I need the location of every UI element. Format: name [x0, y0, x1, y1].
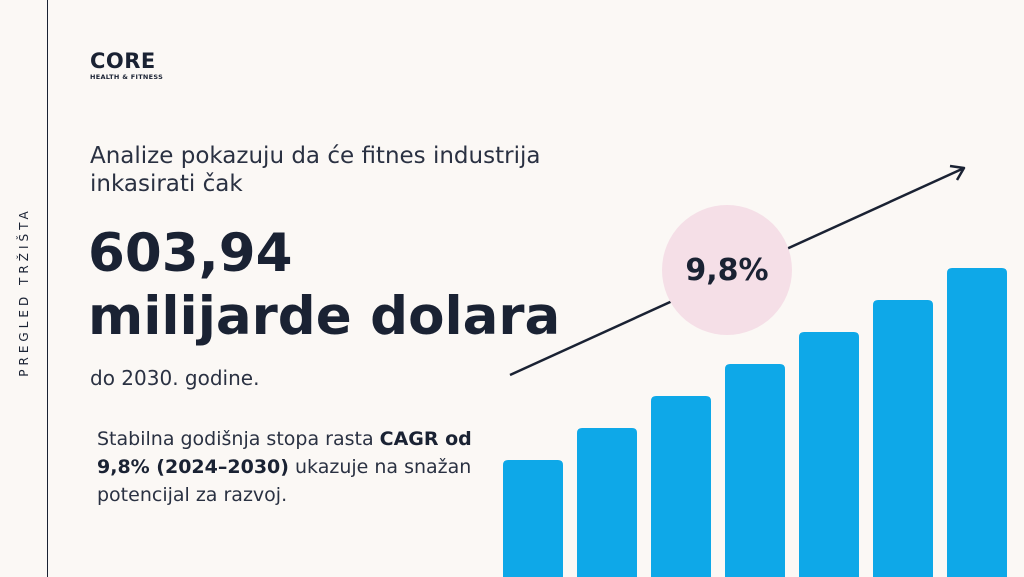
chart-bars: [503, 268, 1007, 577]
headline: 603,94 milijarde dolara: [88, 222, 628, 348]
sidebar-divider: [47, 0, 48, 577]
cagr-description-post: ukazuje na snažan potencijal za razvoj.: [97, 456, 472, 506]
cagr-description-bold: CAGR od 9,8% (2024–2030): [97, 428, 472, 478]
chart-bar: [503, 460, 563, 577]
cagr-badge-value: 9,8%: [685, 252, 769, 288]
headline-unit: milijarde dolara: [88, 286, 561, 347]
intro-text: Analize pokazuju da će fitnes industrija…: [90, 143, 541, 197]
chart-bar: [651, 396, 711, 577]
chart-bar: [725, 364, 785, 577]
until-text: do 2030. godine.: [90, 366, 260, 390]
trend-arrow-head: [949, 164, 966, 181]
cagr-description-pre: Stabilna godišnja stopa rasta: [97, 428, 380, 450]
chart-bar: [577, 428, 637, 577]
cagr-description: Stabilna godišnja stopa rasta CAGR od 9,…: [97, 425, 477, 509]
cagr-badge: 9,8%: [662, 205, 792, 335]
logo-sub-text: HEALTH & FITNESS: [90, 73, 164, 81]
chart-bar: [947, 268, 1007, 577]
logo-main-text: CORE: [90, 49, 156, 73]
chart-bar: [799, 332, 859, 577]
chart-bar: [873, 300, 933, 577]
brand-logo: CORE HEALTH & FITNESS: [90, 50, 163, 82]
headline-amount: 603,94: [88, 223, 293, 284]
